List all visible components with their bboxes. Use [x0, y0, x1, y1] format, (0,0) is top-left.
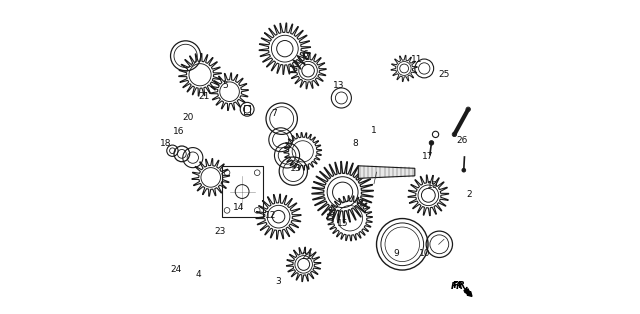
Text: 2: 2: [467, 190, 472, 199]
Text: 21: 21: [198, 92, 209, 101]
Text: 22: 22: [301, 252, 312, 261]
Text: 13: 13: [290, 165, 301, 173]
Text: FR.: FR.: [452, 281, 468, 290]
Text: FR.: FR.: [451, 282, 467, 291]
Text: 15: 15: [337, 219, 348, 228]
Text: 16: 16: [173, 127, 184, 136]
Circle shape: [466, 107, 470, 111]
Text: 3: 3: [276, 277, 282, 285]
Circle shape: [462, 168, 466, 172]
Text: 19: 19: [427, 181, 438, 190]
Text: 8: 8: [352, 139, 358, 148]
FancyArrow shape: [464, 288, 472, 296]
Text: 11: 11: [411, 55, 422, 63]
Circle shape: [429, 141, 434, 145]
Text: 13: 13: [332, 81, 344, 90]
Text: 20: 20: [182, 113, 194, 122]
Text: 25: 25: [438, 70, 450, 79]
Text: 12: 12: [265, 211, 276, 219]
Text: 24: 24: [171, 265, 182, 274]
Text: 23: 23: [214, 227, 226, 236]
Text: 26: 26: [456, 136, 468, 145]
Text: 14: 14: [234, 203, 244, 212]
Text: 18: 18: [161, 139, 172, 148]
Text: 10: 10: [419, 249, 431, 258]
Text: 7: 7: [271, 109, 277, 117]
Text: 5: 5: [222, 81, 228, 90]
Polygon shape: [358, 166, 415, 178]
Text: 4: 4: [196, 270, 202, 279]
Text: 6: 6: [302, 50, 308, 58]
Text: 17: 17: [422, 152, 433, 161]
Circle shape: [452, 132, 456, 137]
Text: 1: 1: [371, 126, 377, 135]
Text: 9: 9: [393, 249, 399, 258]
